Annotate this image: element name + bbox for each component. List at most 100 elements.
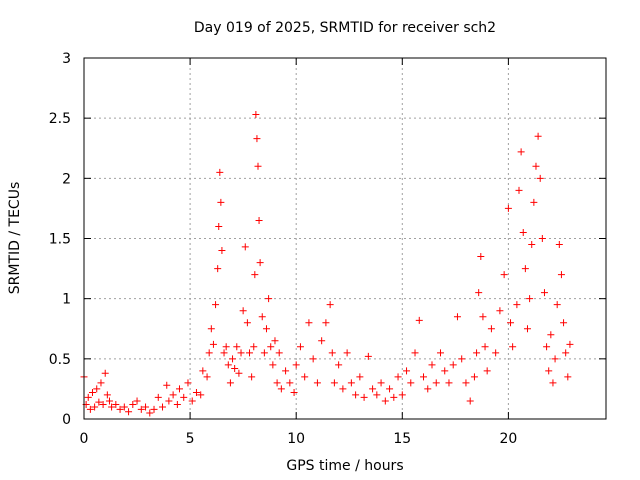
data-point (309, 355, 317, 363)
data-point (254, 162, 262, 170)
data-point (125, 408, 133, 416)
data-point (373, 391, 381, 399)
data-point (86, 405, 94, 413)
data-point (212, 301, 220, 309)
data-point (313, 379, 321, 387)
data-point (253, 135, 261, 143)
plot-frame (83, 57, 607, 420)
y-tick-label: 3 (62, 51, 71, 67)
data-point (95, 398, 103, 406)
data-point (163, 381, 171, 389)
data-point (271, 337, 279, 345)
data-point (466, 397, 474, 405)
data-point (540, 289, 548, 297)
data-point (407, 379, 415, 387)
data-point (528, 241, 536, 249)
data-point (386, 385, 394, 393)
data-point (290, 389, 298, 397)
data-point (394, 373, 402, 381)
data-point (557, 271, 565, 279)
data-point (252, 111, 260, 119)
y-tick-label: 2 (62, 171, 71, 187)
data-point (526, 295, 534, 303)
data-point (84, 393, 92, 401)
data-point (246, 349, 254, 357)
chart-title: Day 019 of 2025, SRMTID for receiver sch… (194, 20, 496, 36)
data-point (260, 349, 268, 357)
axes (83, 57, 607, 420)
data-point (301, 373, 309, 381)
data-point (226, 379, 234, 387)
data-point (532, 162, 540, 170)
data-point (265, 295, 273, 303)
data-point (504, 204, 512, 212)
data-point (509, 343, 517, 351)
data-point (88, 389, 96, 397)
x-tick-label: 5 (186, 431, 195, 447)
data-point (436, 349, 444, 357)
data-point (218, 247, 226, 255)
data-point (296, 343, 304, 351)
data-point (335, 361, 343, 369)
data-point (481, 343, 489, 351)
data-point (133, 397, 141, 405)
data-point (483, 367, 491, 375)
data-point (515, 186, 523, 194)
data-point (477, 253, 485, 261)
data-point (551, 355, 559, 363)
data-point (105, 397, 113, 405)
data-point (432, 379, 440, 387)
data-point (523, 325, 531, 333)
data-point (229, 355, 237, 363)
data-point (262, 325, 270, 333)
data-point (356, 373, 364, 381)
data-point (203, 373, 211, 381)
data-point (500, 271, 508, 279)
data-point (248, 373, 256, 381)
data-point (175, 385, 183, 393)
data-point (543, 343, 551, 351)
data-point (492, 349, 500, 357)
data-point (487, 325, 495, 333)
x-tick-label: 15 (393, 431, 411, 447)
y-tick-label: 0 (62, 412, 71, 428)
data-point (566, 340, 574, 348)
data-point (101, 369, 109, 377)
data-point (560, 319, 568, 327)
data-point (267, 343, 275, 351)
data-point (239, 307, 247, 315)
data-point (93, 385, 101, 393)
data-point (99, 401, 107, 409)
data-point (347, 379, 355, 387)
data-point (458, 355, 466, 363)
data-point (470, 373, 478, 381)
data-point (217, 198, 225, 206)
data-point (169, 391, 177, 399)
data-point (97, 379, 105, 387)
data-point (428, 361, 436, 369)
data-point (390, 393, 398, 401)
data-point (377, 379, 385, 387)
data-point (165, 397, 173, 405)
data-point (475, 289, 483, 297)
data-point (453, 313, 461, 321)
data-point (91, 403, 99, 411)
tick-labels: 0 0.5 1 1.5 2 2.5 3 0 5 10 15 20 (49, 51, 518, 447)
data-point (398, 391, 406, 399)
data-point (199, 367, 207, 375)
data-point (403, 367, 411, 375)
data-point (449, 361, 457, 369)
data-point (188, 397, 196, 405)
data-point (517, 148, 525, 156)
data-point (555, 241, 563, 249)
data-point (441, 367, 449, 375)
data-point (146, 409, 154, 417)
x-axis-label: GPS time / hours (286, 458, 403, 474)
data-point (277, 385, 285, 393)
data-point (507, 319, 515, 327)
data-point (479, 313, 487, 321)
y-tick-label: 2.5 (49, 111, 71, 127)
data-point (536, 174, 544, 182)
data-point (420, 373, 428, 381)
data-point (553, 301, 561, 309)
